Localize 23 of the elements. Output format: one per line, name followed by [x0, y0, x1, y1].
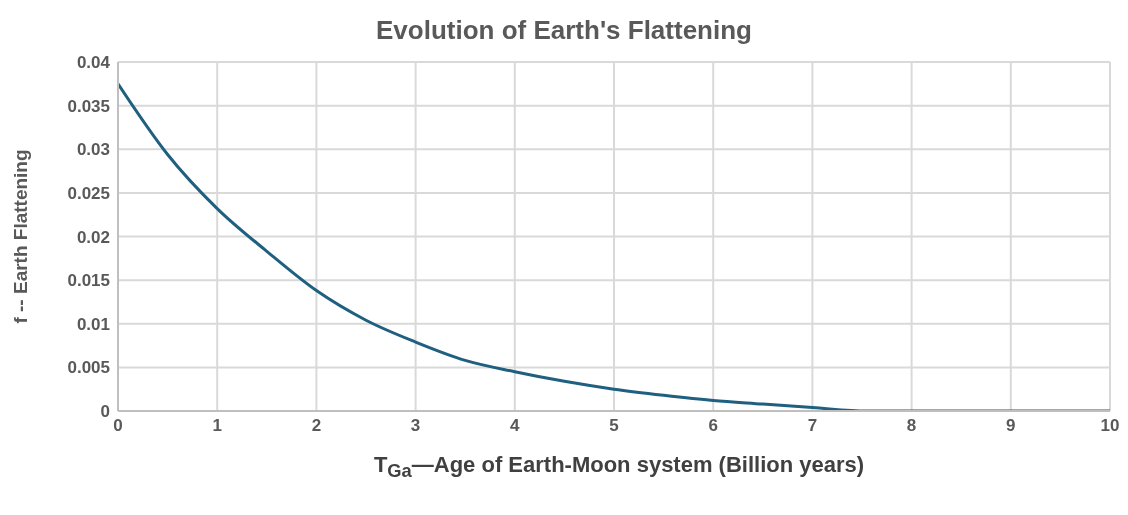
- x-axis-title: T$_{Ga}$—Age of Earth-Moon system (Billion years): [372, 452, 866, 483]
- x-tick-label: 8: [906, 416, 917, 436]
- y-tick-label: 0.015: [67, 271, 110, 291]
- x-tick-label: 4: [510, 416, 521, 436]
- x-tick-label: 6: [708, 416, 718, 436]
- x-tick-label: 2: [311, 416, 322, 436]
- y-tick-label: 0: [100, 402, 110, 422]
- x-tick-label: 3: [410, 416, 421, 436]
- y-tick-label: 0.025: [67, 183, 110, 203]
- y-tick-label: 0.04: [76, 53, 111, 73]
- y-axis-title: f -- Earth Flattening: [9, 149, 31, 324]
- x-tick-label: 5: [609, 416, 619, 436]
- y-tick-label: 0.03: [76, 140, 110, 160]
- y-tick-label: 0.01: [76, 314, 110, 334]
- chart-title: Evolution of Earth's Flattening: [375, 14, 753, 47]
- y-tick-label: 0.02: [76, 227, 110, 247]
- x-tick-label: 0: [113, 416, 123, 436]
- x-tick-label: 7: [807, 416, 818, 436]
- x-tick-label: 9: [1006, 416, 1016, 436]
- y-tick-label: 0.005: [67, 358, 110, 378]
- y-tick-label: 0.035: [67, 96, 110, 116]
- x-tick-label: 1: [212, 416, 222, 436]
- x-tick-label: 10: [1100, 416, 1120, 436]
